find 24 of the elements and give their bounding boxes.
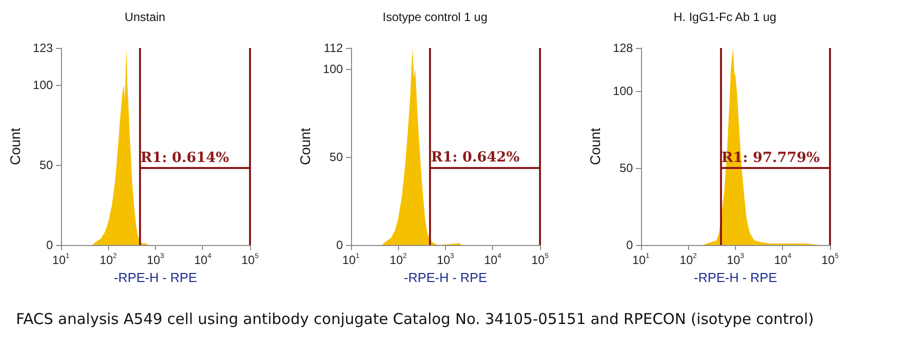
y-tick-label: 50 — [40, 158, 54, 172]
x-axis-title: -RPE-H - RPE — [694, 270, 778, 285]
chart-title: Unstain — [124, 10, 166, 24]
y-axis-title: Count — [297, 128, 313, 166]
text: FACS analysis A549 cell using antibody conjugate Catalog No. 34105-05151 and RPECON (isotype control) — [16, 310, 814, 328]
y-tick-label: 112 — [324, 41, 344, 55]
chart-title: H. IgG1-Fc Ab 1 ug — [674, 10, 776, 24]
chart-title: Isotype control 1 ug — [382, 10, 488, 24]
annotation: R1: 0.642% — [430, 150, 520, 166]
y-axis-title: Count — [587, 128, 603, 166]
y-tick-label: 50 — [330, 150, 344, 164]
x-axis-title: -RPE-H - RPE — [114, 270, 198, 285]
y-axis-title: Count — [7, 128, 23, 166]
y-tick-label: 100 — [322, 62, 344, 76]
y-tick-label: 0 — [336, 238, 344, 252]
y-tick-label: 100 — [612, 84, 634, 98]
y-tick-label: 100 — [32, 78, 54, 92]
y-tick-label: 128 — [612, 41, 634, 55]
y-tick-label: 0 — [46, 238, 54, 252]
annotation: R1: 0.614% — [140, 150, 230, 166]
y-tick-label: 0 — [626, 238, 634, 252]
x-axis-title: -RPE-H - RPE — [404, 270, 488, 285]
y-tick-label: 50 — [620, 161, 634, 176]
y-tick-label: 123 — [32, 41, 54, 55]
